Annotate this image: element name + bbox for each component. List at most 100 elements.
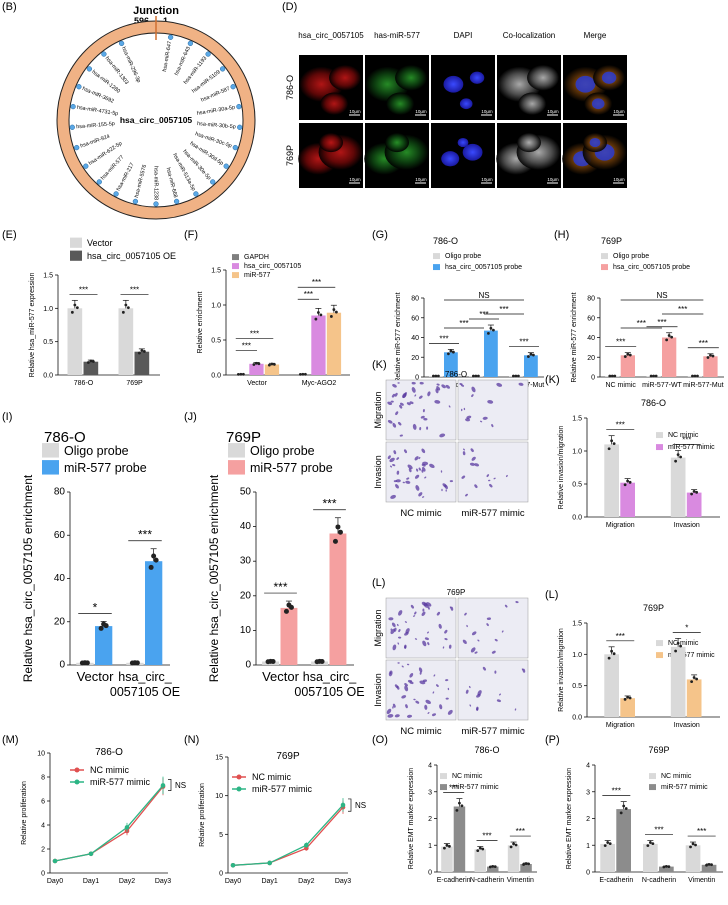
stained-cell [394,684,399,689]
chart-o-datapoint [455,808,459,812]
chart-l-sig-0: *** [616,632,625,641]
chart-n-xtick-day2: Day2 [298,878,314,885]
chart-p-title: 769P [648,745,669,755]
stained-cell [386,708,392,715]
stained-cell [393,450,397,455]
mirna-label-hsa-mir-4731-5p: hsa-miR-4731-5p [76,105,118,118]
chart-k-datapoint [628,480,632,484]
chart-f-datapoint [241,372,245,376]
chart-i-xtick-vector: Vector [77,669,115,684]
chart-f-xtick-vector: Vector [247,380,268,387]
micro-image [457,441,529,503]
chart-h-ytick-label: 80 [587,296,595,303]
stained-cell [422,466,426,472]
chart-i-datapoint [151,553,157,559]
chart-p-ytick-label: 2 [586,816,590,823]
chart-k-ytick-label: 0.0 [572,515,582,522]
chart-o-legend-swatch [440,784,447,791]
stained-cell [398,629,401,633]
stained-cell [421,448,426,454]
chart-l-datapoint [628,696,632,700]
mirna-label-hsa-mir-30a-5p: hsa-miR-30a-5p [196,105,235,117]
fluor-cell-bg [431,55,495,120]
chart-p-bar-nc-mimic-e-cadherin [600,843,615,872]
chart-h-datapoint [623,355,627,358]
stained-cell [482,666,486,671]
chart-f-datapoint [319,313,323,317]
chart-g-sig-0: *** [439,334,448,343]
stained-cell [424,637,429,641]
chart-k-bar-mir-577-mimic-migration [620,482,635,517]
stained-cell [397,642,400,645]
chart-g-datapoint [492,328,495,332]
chart-g-datapoint [532,353,535,357]
chart-p-datapoint [667,865,671,868]
chart-o-datapoint [445,843,449,847]
stained-cell [469,704,472,707]
stained-cell [392,464,396,467]
chart-h-datapoint [649,374,653,378]
chart-h-datapoint [654,374,658,378]
stained-cell [448,405,451,408]
mirna-label-hsa-mir-30b-5p: hsa-miR-30b-5p [197,121,236,130]
chart-k-datapoint [695,490,699,494]
micro-image [457,597,529,659]
chart-f-datapoint [252,363,256,366]
chart-g-bar-hsa-circ-0057105-probe-nc-mimic [444,352,458,377]
chart-l-datapoint [679,644,683,648]
chart-k-title: 786-O [641,398,666,408]
chart-m-ns-bracket [168,779,172,791]
micro-image [457,659,529,721]
fluor-col-dapi: DAPI [454,31,473,40]
chart-k-bar-mir-577-mimic-invasion [686,492,702,517]
chart-g-ytick-label: 60 [411,315,419,322]
chart-o-xtick-n-cadherin: N-cadherin [470,877,504,884]
chart-k-datapoint [676,453,680,457]
micro-cell-786-o: 786-O [445,370,467,379]
chart-m-legend-marker [74,779,80,785]
chart-o-datapoint [491,864,495,868]
stained-cell [399,402,404,406]
mirna-dot-hsa-mir-513a-5p [193,191,199,197]
stained-cell [427,712,430,714]
fluor-col-hsa-circ-0057105: hsa_circ_0057105 [298,31,364,40]
stained-cell [416,468,419,472]
mirna-label-hsa-mir-3692: hsa-miR-3692 [81,86,114,105]
stained-cell [404,644,407,649]
mirna-dot-hsa-mir-622-5p [83,163,89,169]
chart-m-panel-label: (M) [2,734,19,746]
chart-f-datapoint [254,361,258,365]
stained-cell [398,610,403,616]
mirna-dot-hsa-mir-217 [113,191,119,197]
chart-f-panel-label: (F) [184,229,198,241]
chart-i-bar-mir-577-probe-hsa-circ-0057105-oe [145,561,163,665]
stained-cell [411,381,416,385]
chart-o-ytick-label: 4 [428,763,432,770]
merge-nucleus-blob [575,75,596,93]
stained-cell [395,479,401,483]
chart-j-sig-0: *** [273,580,287,594]
cell-blob [385,132,409,153]
chart-n-line-mir-577-mimic [232,804,344,866]
chart-j-xtick-hsa-circ-0057105-oe-l1: hsa_circ_ [303,670,358,684]
chart-m-point-mir-577-mimic [124,825,130,830]
chart-e-xtick-786-o: 786-O [74,380,94,387]
chart-i-sig-1: *** [138,528,152,542]
stained-cell [427,391,431,397]
stained-cell [465,418,471,422]
mirna-dot-hsa-mir-1193 [205,51,211,57]
stained-cell [418,395,423,399]
scale-bar-label: 10μm [547,109,559,114]
chart-i-datapoint [98,625,104,631]
stained-cell [397,662,400,664]
chart-h-datapoint [693,374,697,378]
nucleus-blob [469,71,485,84]
stained-cell [494,670,497,674]
chart-f-bar-hsa-circ-0057105-vector [249,363,264,375]
chart-f-bar-mir-577-vector [264,364,280,375]
stained-cell [470,647,476,653]
chart-p-bar-nc-mimic-n-cadherin [643,843,658,872]
chart-h-legend-swatch [601,253,608,260]
chart-g-datapoint [452,350,455,354]
mirna-dot-hsa-mir-5576 [132,198,139,205]
